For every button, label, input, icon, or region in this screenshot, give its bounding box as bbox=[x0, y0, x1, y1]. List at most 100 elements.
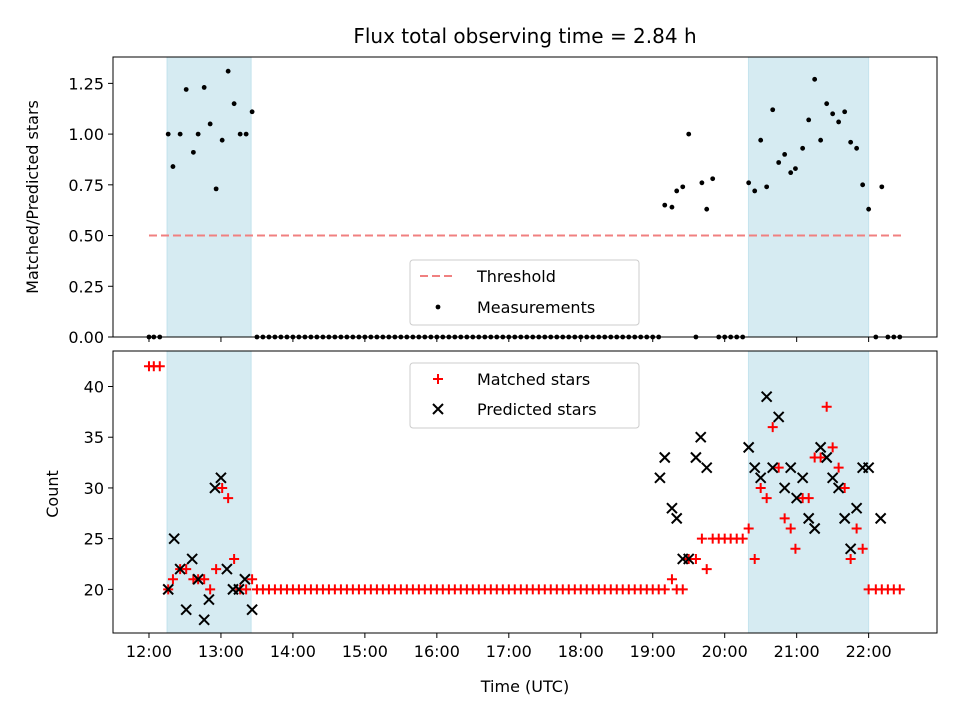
x-tick-label: 17:00 bbox=[486, 642, 532, 661]
measurement-point bbox=[512, 334, 518, 340]
measurement-point bbox=[284, 334, 290, 340]
legend-box bbox=[409, 259, 640, 326]
measurement-point bbox=[614, 334, 620, 340]
shaded-interval bbox=[747, 350, 870, 634]
legend-measurement-marker bbox=[435, 304, 441, 310]
measurement-point bbox=[290, 334, 296, 340]
measurement-point bbox=[362, 334, 368, 340]
measurement-point bbox=[410, 334, 416, 340]
x-tick-label: 12:00 bbox=[126, 642, 172, 661]
measurement-point bbox=[836, 119, 842, 125]
measurement-point bbox=[800, 145, 806, 151]
measurement-point bbox=[722, 334, 728, 340]
predicted-point bbox=[790, 492, 803, 504]
measurement-point bbox=[225, 68, 231, 74]
measurement-point bbox=[680, 184, 686, 190]
measurement-point bbox=[207, 121, 213, 127]
predicted-point bbox=[772, 411, 785, 423]
measurement-point bbox=[308, 334, 314, 340]
predicted-point bbox=[221, 563, 233, 575]
matched-point bbox=[229, 553, 240, 564]
matched-point bbox=[790, 543, 801, 554]
y-tick-label: 0.25 bbox=[68, 277, 104, 296]
matched-point bbox=[247, 574, 258, 585]
measurement-point bbox=[536, 334, 542, 340]
measurement-point bbox=[151, 334, 157, 340]
measurement-point bbox=[195, 131, 201, 137]
measurement-point bbox=[578, 334, 584, 340]
measurement-point bbox=[602, 334, 608, 340]
legend-predicted-label: Predicted stars bbox=[477, 400, 597, 419]
matched-point bbox=[677, 584, 688, 595]
measurement-point bbox=[824, 101, 830, 107]
matched-point bbox=[761, 493, 772, 504]
predicted-point bbox=[659, 451, 671, 464]
measurement-point bbox=[249, 109, 255, 115]
predicted-point bbox=[862, 461, 875, 474]
predicted-point bbox=[666, 502, 678, 514]
measurement-point bbox=[392, 334, 398, 340]
matched-point bbox=[696, 533, 707, 544]
predicted-point bbox=[690, 451, 702, 464]
measurement-point bbox=[201, 85, 207, 90]
measurement-point bbox=[752, 188, 758, 194]
y-tick-label: 20 bbox=[84, 580, 104, 599]
measurement-point bbox=[566, 334, 572, 340]
predicted-point bbox=[246, 603, 258, 616]
predicted-point bbox=[186, 553, 198, 565]
shaded-interval bbox=[166, 56, 252, 338]
x-axis-label: Time (UTC) bbox=[480, 677, 569, 696]
measurement-point bbox=[368, 334, 374, 340]
measurement-point bbox=[879, 184, 885, 190]
bottom-panel: 20 25 30 35 40 12:00 13:00 14:00 15:00 16:00 17:00… bbox=[84, 350, 938, 661]
measurement-point bbox=[632, 334, 638, 340]
predicted-point bbox=[850, 502, 863, 514]
predicted-point bbox=[168, 532, 180, 545]
matched-point bbox=[839, 482, 850, 493]
chart-title: Flux total observing time = 2.84 h bbox=[353, 24, 696, 48]
matched-point bbox=[894, 584, 905, 595]
measurement-point bbox=[183, 87, 189, 92]
measurement-point bbox=[674, 188, 680, 194]
measurement-point bbox=[806, 117, 812, 123]
matched-point bbox=[785, 523, 796, 534]
x-tick-label: 16:00 bbox=[414, 642, 460, 661]
measurement-point bbox=[770, 107, 776, 113]
top-y-axis-label: Matched/Predicted stars bbox=[23, 100, 42, 294]
matched-point bbox=[845, 553, 856, 564]
predicted-point bbox=[174, 563, 186, 575]
measurement-point bbox=[596, 334, 602, 340]
matched-point bbox=[833, 462, 844, 473]
matched-point bbox=[851, 523, 862, 534]
matched-point bbox=[815, 452, 826, 463]
predicted-point bbox=[203, 593, 215, 606]
measurement-point bbox=[590, 334, 596, 340]
predicted-point bbox=[874, 512, 887, 525]
matched-point bbox=[199, 574, 210, 585]
y-tick-label: 1.00 bbox=[68, 125, 104, 144]
measurement-point bbox=[693, 334, 699, 340]
x-tick-label: 13:00 bbox=[198, 642, 244, 661]
measurement-point bbox=[650, 334, 656, 340]
measurement-point bbox=[782, 151, 788, 157]
measurement-point bbox=[734, 334, 740, 340]
predicted-point bbox=[239, 573, 251, 585]
predicted-point bbox=[784, 461, 797, 474]
measurement-point bbox=[746, 180, 752, 186]
measurement-point bbox=[812, 76, 818, 82]
measurement-point bbox=[344, 334, 350, 340]
measurement-point bbox=[897, 334, 903, 340]
measurement-point bbox=[213, 186, 219, 192]
matched-point bbox=[154, 361, 165, 372]
measurement-point bbox=[885, 334, 891, 340]
measurement-point bbox=[644, 334, 650, 340]
measurement-point bbox=[458, 334, 464, 340]
predicted-point bbox=[162, 583, 174, 596]
measurement-point bbox=[686, 131, 692, 137]
measurement-point bbox=[296, 334, 302, 340]
matched-point bbox=[857, 543, 868, 554]
measurement-point bbox=[740, 334, 746, 340]
measurement-point bbox=[464, 334, 470, 340]
measurement-point bbox=[506, 334, 512, 340]
plot-frame bbox=[112, 350, 938, 634]
